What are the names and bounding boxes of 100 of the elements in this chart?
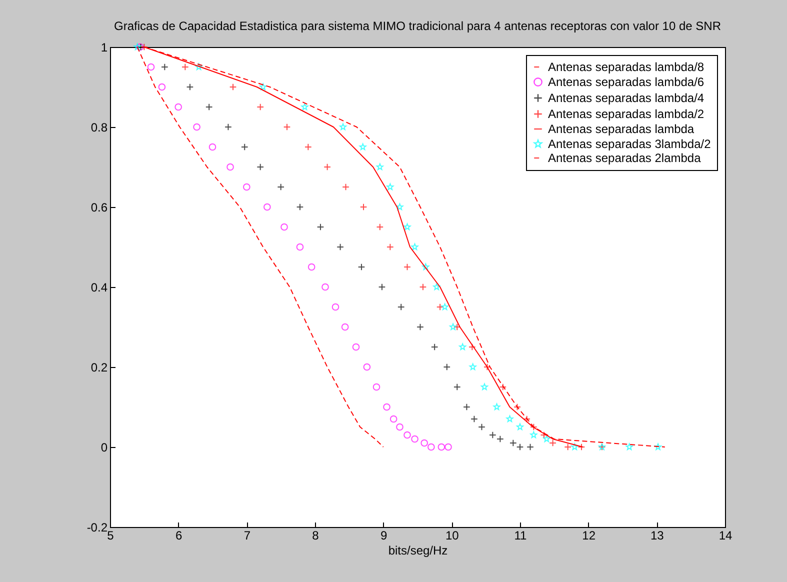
point: [411, 243, 418, 250]
point: [224, 123, 232, 131]
point: [530, 423, 538, 431]
point: [376, 163, 384, 170]
point: [256, 103, 264, 111]
point: [496, 435, 504, 443]
point: [516, 423, 524, 430]
point: [205, 103, 213, 111]
legend-label: Antenas separadas lambda/8: [548, 60, 704, 74]
point: [229, 83, 237, 91]
point: [626, 443, 633, 450]
point: [161, 63, 168, 71]
point: [411, 435, 418, 443]
x-tick-label: 12: [582, 528, 596, 542]
point: [296, 203, 304, 211]
point: [158, 83, 166, 91]
legend-label: Antenas separadas lambda/2: [548, 107, 704, 121]
y-tick-label: 1: [100, 40, 108, 54]
point: [260, 83, 267, 90]
point: [578, 443, 586, 451]
point: [416, 323, 424, 331]
x-tick-label: 5: [107, 528, 114, 542]
point: [506, 415, 514, 422]
point: [433, 283, 440, 290]
point: [654, 443, 662, 450]
x-tick-label: 7: [244, 528, 251, 542]
point: [186, 83, 194, 91]
point: [134, 43, 141, 50]
point: [140, 43, 148, 51]
point: [264, 203, 271, 211]
point: [404, 431, 411, 439]
point: [296, 243, 304, 251]
point: [444, 443, 452, 451]
point: [352, 343, 360, 351]
point: [301, 103, 308, 110]
point: [386, 183, 394, 190]
point: [571, 443, 578, 450]
point: [397, 303, 405, 311]
point: [404, 223, 411, 230]
point: [450, 323, 457, 330]
y-tick-label: 0: [100, 440, 108, 454]
point: [514, 403, 521, 411]
legend-label: Antenas separadas 2lambda: [548, 151, 702, 165]
point: [443, 363, 451, 371]
point: [470, 415, 478, 423]
x-axis-title: bits/seg/Hz: [388, 544, 448, 558]
legend-label: Antenas separadas 3lambda/2: [548, 137, 712, 151]
point: [372, 383, 380, 391]
point: [396, 203, 404, 210]
point: [499, 383, 507, 391]
point: [436, 303, 444, 311]
x-tick-label: 6: [175, 528, 182, 542]
point: [340, 123, 347, 130]
point: [195, 63, 202, 70]
point: [359, 143, 366, 150]
x-tick-label: 11: [514, 528, 528, 542]
point: [468, 343, 476, 351]
point: [378, 283, 386, 291]
point: [243, 183, 250, 191]
point: [226, 163, 234, 171]
point: [208, 143, 216, 151]
point: [360, 203, 368, 211]
point: [277, 183, 284, 191]
point: [530, 431, 538, 438]
point: [430, 343, 438, 351]
x-tick-label: 10: [445, 528, 460, 542]
point: [510, 439, 517, 447]
point: [240, 143, 248, 151]
point: [174, 103, 182, 111]
point: [422, 263, 430, 270]
point: [341, 323, 349, 331]
chart-title: Graficas de Capacidad Estadistica para sistema MIMO tradicional para 4 antenas receptoras con valor 10 de SNR: [114, 19, 722, 33]
point: [453, 383, 461, 391]
x-tick-label: 9: [380, 528, 388, 542]
point: [308, 263, 316, 271]
point: [363, 363, 371, 371]
point: [484, 363, 491, 371]
point: [480, 383, 488, 390]
legend-label: Antenas separadas lambda: [548, 122, 694, 136]
x-tick-label: 14: [718, 528, 732, 542]
point: [516, 443, 524, 451]
point: [316, 223, 324, 231]
point: [419, 283, 427, 291]
point: [182, 63, 189, 71]
point: [489, 431, 496, 439]
point: [147, 63, 155, 71]
y-tick-label: 0.8: [90, 120, 108, 134]
point: [342, 183, 350, 191]
point: [478, 423, 486, 431]
y-tick-label: -0.2: [86, 520, 108, 534]
point: [469, 363, 476, 370]
point: [438, 443, 446, 451]
point: [390, 415, 398, 423]
point: [324, 163, 331, 171]
point: [453, 323, 461, 331]
point: [336, 243, 344, 251]
point: [523, 415, 530, 423]
point: [396, 423, 404, 431]
point: [304, 143, 312, 151]
point: [358, 263, 366, 271]
